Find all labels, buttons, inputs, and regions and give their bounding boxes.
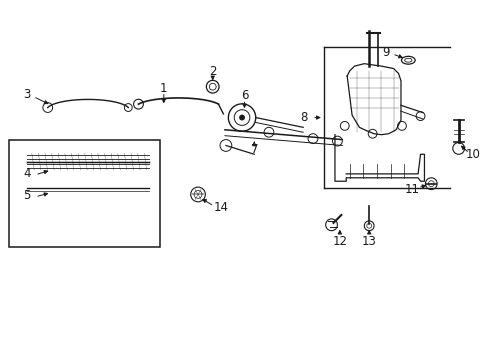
Text: 3: 3 bbox=[23, 88, 31, 101]
Text: 14: 14 bbox=[213, 201, 228, 214]
Text: 12: 12 bbox=[332, 235, 346, 248]
Text: 9: 9 bbox=[382, 46, 389, 59]
Text: 4: 4 bbox=[23, 167, 31, 180]
Text: 10: 10 bbox=[465, 148, 480, 161]
Bar bbox=[9, 140, 160, 247]
Text: 2: 2 bbox=[208, 64, 216, 77]
Text: 5: 5 bbox=[23, 189, 31, 202]
Text: 8: 8 bbox=[300, 111, 307, 124]
Circle shape bbox=[239, 114, 244, 121]
Text: 7: 7 bbox=[250, 143, 258, 156]
Text: 11: 11 bbox=[404, 183, 418, 196]
Text: 1: 1 bbox=[160, 82, 167, 95]
Text: 6: 6 bbox=[240, 89, 248, 102]
Text: 13: 13 bbox=[361, 235, 376, 248]
